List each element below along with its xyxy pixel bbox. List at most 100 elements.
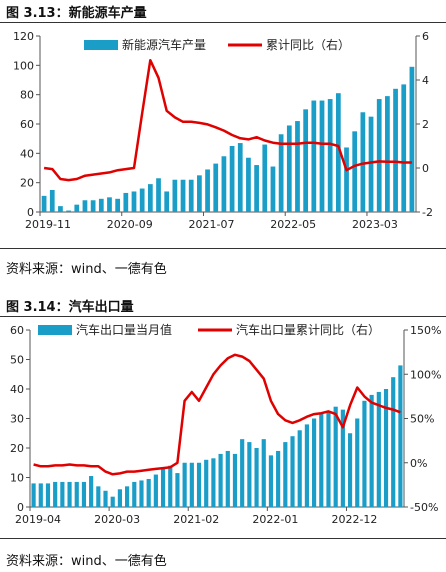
bar xyxy=(340,409,345,507)
bar xyxy=(232,453,238,507)
bar xyxy=(290,436,295,507)
bar xyxy=(82,200,88,212)
bar xyxy=(254,165,259,212)
bar xyxy=(221,156,227,212)
source-note-2: 资料来源：wind、一德有色 xyxy=(6,554,167,569)
y-tick-label: 0 xyxy=(17,501,24,514)
chart1-legend: 新能源汽车产量 累计同比（右） xyxy=(84,37,350,52)
bar xyxy=(262,144,268,212)
x-tick-label: 2022-12 xyxy=(331,513,377,526)
bar xyxy=(96,486,101,507)
bar xyxy=(295,121,300,212)
bar xyxy=(131,191,137,212)
bar xyxy=(312,418,317,507)
x-tick-label: 2022-01 xyxy=(252,513,298,526)
figure-caption-1: 图 3.13：新能源车产量 xyxy=(6,6,147,21)
bar xyxy=(360,112,366,212)
bar xyxy=(213,163,219,212)
bar xyxy=(297,430,302,507)
y-tick-label: 80 xyxy=(20,89,34,102)
bar xyxy=(247,442,252,507)
bar xyxy=(139,480,144,507)
bar xyxy=(283,442,288,507)
bar xyxy=(66,210,71,212)
bar xyxy=(333,406,338,507)
bar xyxy=(38,483,43,507)
bar xyxy=(182,462,187,507)
y2-tick-label: 0% xyxy=(410,457,427,470)
x-tick-label: 2022-05 xyxy=(270,218,316,231)
bar xyxy=(352,131,358,212)
x-tick-label: 2021-07 xyxy=(188,218,234,231)
bar xyxy=(335,93,341,212)
bar xyxy=(123,192,129,212)
bar xyxy=(229,146,235,212)
y2-tick-label: 0 xyxy=(422,162,429,175)
bar xyxy=(393,88,398,212)
bar xyxy=(225,450,230,507)
bar xyxy=(175,473,180,507)
bar xyxy=(240,439,245,507)
legend-bar-label: 新能源汽车产量 xyxy=(122,37,206,52)
bar xyxy=(125,486,130,507)
bar xyxy=(67,481,72,507)
y2-tick-label: 6 xyxy=(422,30,429,43)
y2-tick-label: -50% xyxy=(410,501,438,514)
y-tick-label: 30 xyxy=(10,413,24,426)
y2-tick-label: 100% xyxy=(410,368,441,381)
bar xyxy=(368,116,374,212)
chart1-plot: 0 20 40 60 80 100 120 -2 0 2 4 6 2019-11 2020-09 2021-… xyxy=(13,30,433,231)
source-rule-1 xyxy=(0,248,446,249)
chart-auto-export: 汽车出口量当月值 汽车出口量累计同比（右） 0102030405060-50%0… xyxy=(10,322,441,526)
bar xyxy=(254,448,259,507)
bar xyxy=(401,84,407,212)
bar xyxy=(188,179,194,212)
y-tick-label: 20 xyxy=(10,442,24,455)
bar xyxy=(383,389,389,507)
bar xyxy=(409,66,415,212)
y2-tick-label: 2 xyxy=(422,118,429,131)
source-rule-2 xyxy=(0,538,446,539)
caption-rule-1 xyxy=(0,22,446,23)
bar xyxy=(391,377,396,507)
bar xyxy=(355,418,360,507)
x-tick-label: 2019-11 xyxy=(25,218,71,231)
legend-bar-swatch xyxy=(38,325,72,335)
bar xyxy=(196,462,202,507)
bar xyxy=(197,175,202,212)
bar xyxy=(172,179,178,212)
line-series xyxy=(43,58,412,182)
legend-bar-swatch xyxy=(84,40,118,50)
bar xyxy=(74,204,80,212)
y-tick-label: 60 xyxy=(20,118,34,131)
y2-tick-label: -2 xyxy=(422,206,433,219)
bar xyxy=(205,169,210,212)
bar xyxy=(276,450,281,507)
y-tick-label: 20 xyxy=(20,177,34,190)
source-note-1: 资料来源：wind、一德有色 xyxy=(6,262,167,277)
y-tick-label: 50 xyxy=(10,354,24,367)
bar xyxy=(327,99,333,212)
x-tick-label: 2023-03 xyxy=(352,218,398,231)
bar xyxy=(211,458,216,507)
bar xyxy=(31,483,36,507)
bar xyxy=(311,100,317,212)
bar xyxy=(319,412,324,507)
chart2-plot: 0 10 20 30 40 50 60 -50% 0% 50% 100% 150% 2019-04 202… xyxy=(10,324,441,526)
bar xyxy=(60,481,65,507)
bar xyxy=(326,412,331,507)
bar xyxy=(237,143,243,212)
y-tick-label: 0 xyxy=(27,206,34,219)
bar xyxy=(103,490,108,507)
legend-line-label: 累计同比（右） xyxy=(266,37,350,52)
bar xyxy=(107,197,112,212)
y-tick-label: 40 xyxy=(20,147,34,160)
bar xyxy=(218,453,223,507)
bar xyxy=(362,400,367,507)
chart2-legend: 汽车出口量当月值 汽车出口量累计同比（右） xyxy=(38,322,380,337)
bar xyxy=(53,481,58,507)
bar xyxy=(303,109,309,212)
bar xyxy=(164,191,170,212)
bar xyxy=(146,478,151,507)
bar xyxy=(376,99,382,212)
